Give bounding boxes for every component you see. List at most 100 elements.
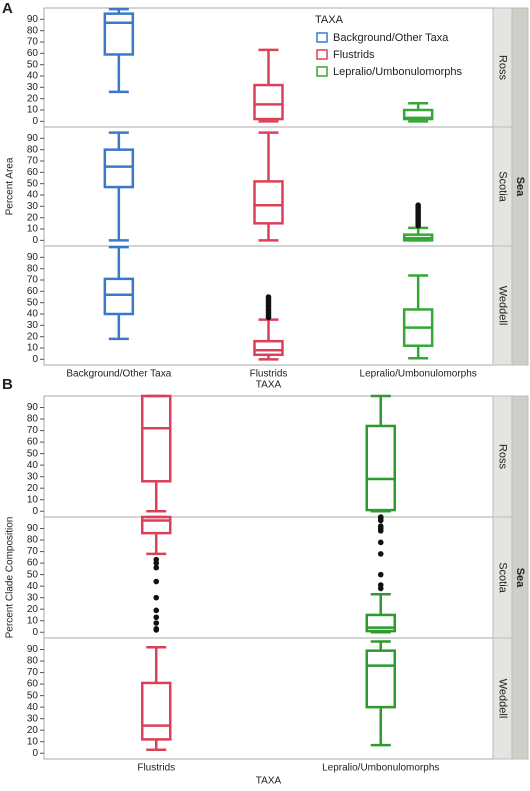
y-tick-label: 0: [32, 235, 38, 246]
y-tick-label: 30: [27, 320, 39, 331]
y-axis-label: Percent Clade Composition: [5, 517, 16, 639]
y-tick-label: 90: [27, 14, 39, 25]
box: [365, 613, 396, 633]
panel: [43, 395, 494, 518]
y-tick-label: 40: [27, 702, 39, 713]
y-tick-label: 60: [27, 558, 39, 569]
outlier: [377, 571, 384, 578]
x-tick-label: Background/Other Taxa: [66, 369, 171, 380]
legend-swatch: [316, 49, 328, 60]
y-tick-label: 50: [27, 59, 39, 70]
outlier: [153, 564, 160, 571]
x-tick-label: Lepralio/Umbonulomorphs: [360, 369, 477, 380]
y-tick-label: 80: [27, 144, 39, 155]
y-tick-label: 50: [27, 178, 39, 189]
facet-strip: [492, 245, 513, 366]
y-tick-label: 40: [27, 190, 39, 201]
box: [103, 277, 135, 316]
outlier: [377, 539, 384, 546]
legend-entry: Flustrids: [333, 49, 375, 61]
outlier: [153, 594, 160, 601]
y-axis-label: Percent Area: [5, 157, 16, 215]
x-tick-label: Lepralio/Umbonulomorphs: [322, 763, 439, 774]
box: [141, 681, 172, 741]
facet-label: Scotia: [497, 562, 509, 593]
outlier: [153, 620, 160, 626]
y-tick-label: 40: [27, 581, 39, 592]
box: [141, 394, 172, 483]
y-tick-label: 70: [27, 546, 39, 557]
y-tick-label: 90: [27, 523, 39, 534]
box: [103, 12, 135, 56]
y-tick-label: 20: [27, 93, 39, 104]
y-tick-label: 60: [27, 437, 39, 448]
outlier: [377, 551, 384, 557]
y-tick-label: 40: [27, 309, 39, 320]
facet-label: Ross: [497, 55, 509, 81]
y-tick-label: 10: [27, 615, 39, 626]
y-tick-label: 20: [27, 725, 39, 736]
y-tick-label: 80: [27, 656, 39, 667]
x-tick-label: Flustrids: [250, 369, 288, 380]
y-tick-label: 60: [27, 167, 39, 178]
y-tick-label: 80: [27, 414, 39, 425]
y-tick-label: 60: [27, 679, 39, 690]
y-tick-label: 30: [27, 713, 39, 724]
outlier: [153, 614, 160, 621]
y-tick-label: 0: [32, 627, 38, 638]
y-tick-label: 50: [27, 690, 39, 701]
box: [253, 180, 284, 225]
y-tick-label: 20: [27, 212, 39, 223]
box: [253, 83, 284, 121]
y-tick-label: 10: [27, 105, 39, 116]
y-tick-label: 0: [32, 116, 38, 127]
y-tick-label: 80: [27, 263, 39, 274]
y-tick-label: 70: [27, 425, 39, 436]
legend-title: TAXA: [315, 14, 344, 26]
outlier: [415, 202, 421, 208]
y-tick-label: 80: [27, 535, 39, 546]
facet-label: Weddell: [497, 286, 509, 326]
y-tick-label: 90: [27, 133, 39, 144]
facet-strip: [492, 637, 513, 760]
outlier: [377, 528, 384, 534]
legend-swatch: [316, 66, 328, 77]
outlier: [153, 627, 160, 633]
y-tick-label: 10: [27, 224, 39, 235]
y-tick-label: 50: [27, 448, 39, 459]
panel: [43, 516, 494, 639]
y-tick-label: 90: [27, 644, 39, 655]
x-axis-label: TAXA: [256, 776, 282, 787]
y-tick-label: 50: [27, 569, 39, 580]
box: [253, 339, 284, 357]
panel: [43, 637, 494, 760]
box: [365, 649, 396, 709]
y-tick-label: 70: [27, 667, 39, 678]
y-tick-label: 30: [27, 201, 39, 212]
box: [103, 148, 135, 189]
y-tick-label: 30: [27, 592, 39, 603]
x-axis-label: TAXA: [256, 380, 282, 391]
panel-letter: B: [2, 376, 13, 393]
y-tick-label: 90: [27, 252, 39, 263]
y-tick-label: 60: [27, 48, 39, 59]
box: [141, 515, 172, 535]
outlier: [377, 517, 384, 524]
outlier: [265, 294, 272, 300]
x-tick-label: Flustrids: [137, 763, 175, 774]
y-tick-label: 0: [32, 748, 38, 759]
outlier: [153, 560, 160, 566]
y-tick-label: 90: [27, 402, 39, 413]
y-tick-label: 0: [32, 354, 38, 365]
y-tick-label: 30: [27, 471, 39, 482]
facet-title: Sea: [514, 568, 526, 588]
legend-swatch: [316, 32, 328, 43]
y-tick-label: 40: [27, 71, 39, 82]
y-tick-label: 10: [27, 736, 39, 747]
y-tick-label: 70: [27, 275, 39, 286]
y-tick-label: 20: [27, 331, 39, 342]
y-tick-label: 70: [27, 37, 39, 48]
outlier: [377, 585, 384, 592]
y-tick-label: 70: [27, 156, 39, 167]
